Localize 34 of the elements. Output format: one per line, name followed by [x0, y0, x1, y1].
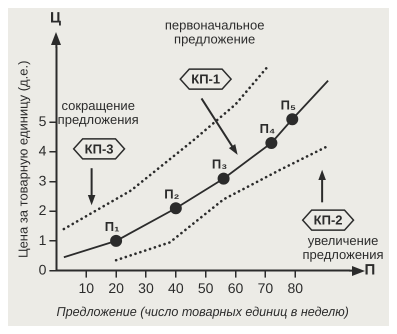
point — [265, 136, 278, 149]
x-tick-label: 40 — [168, 280, 184, 296]
annotation: П₄ — [260, 121, 276, 136]
x-tick-label: 60 — [228, 280, 244, 296]
annotation: П₃ — [212, 156, 228, 172]
annotation: П₁ — [104, 219, 120, 234]
text: П — [364, 262, 376, 279]
x-tick-label: 10 — [78, 280, 94, 296]
y-tick-label: 1 — [38, 232, 47, 248]
x-tick-label: 80 — [287, 280, 304, 296]
y-tick-label: 3 — [38, 172, 47, 188]
x-tick-label: 50 — [198, 280, 214, 296]
annotation: увеличение предложения — [302, 232, 384, 262]
x-tick-label: 20 — [108, 280, 124, 296]
point — [170, 202, 182, 214]
point — [286, 113, 298, 126]
y-tick-label: 2 — [38, 202, 47, 218]
annotation: КП-1 — [191, 72, 220, 87]
annotation: сокращение предложения — [58, 98, 139, 127]
y-tick-label: 4 — [38, 142, 47, 159]
y-tick-label: 0 — [38, 261, 47, 278]
point — [110, 234, 122, 247]
annotation: КП-2 — [314, 212, 343, 228]
x-tick-label: 70 — [258, 280, 274, 296]
text: первоначальное предложение — [164, 18, 264, 47]
x-tick-label: 30 — [138, 280, 154, 296]
x-axis-title: Предложение (число товарных единиц в неделю) — [56, 304, 349, 319]
annotation: КП-3 — [84, 141, 114, 156]
y-tick-label: 5 — [38, 113, 47, 130]
text: Ц — [50, 9, 62, 26]
y-axis-title: Цена за товарную единицу (д.е.) — [15, 60, 30, 258]
point — [218, 172, 230, 185]
annotation: П₅ — [280, 97, 296, 112]
annotation: П₂ — [164, 186, 180, 202]
